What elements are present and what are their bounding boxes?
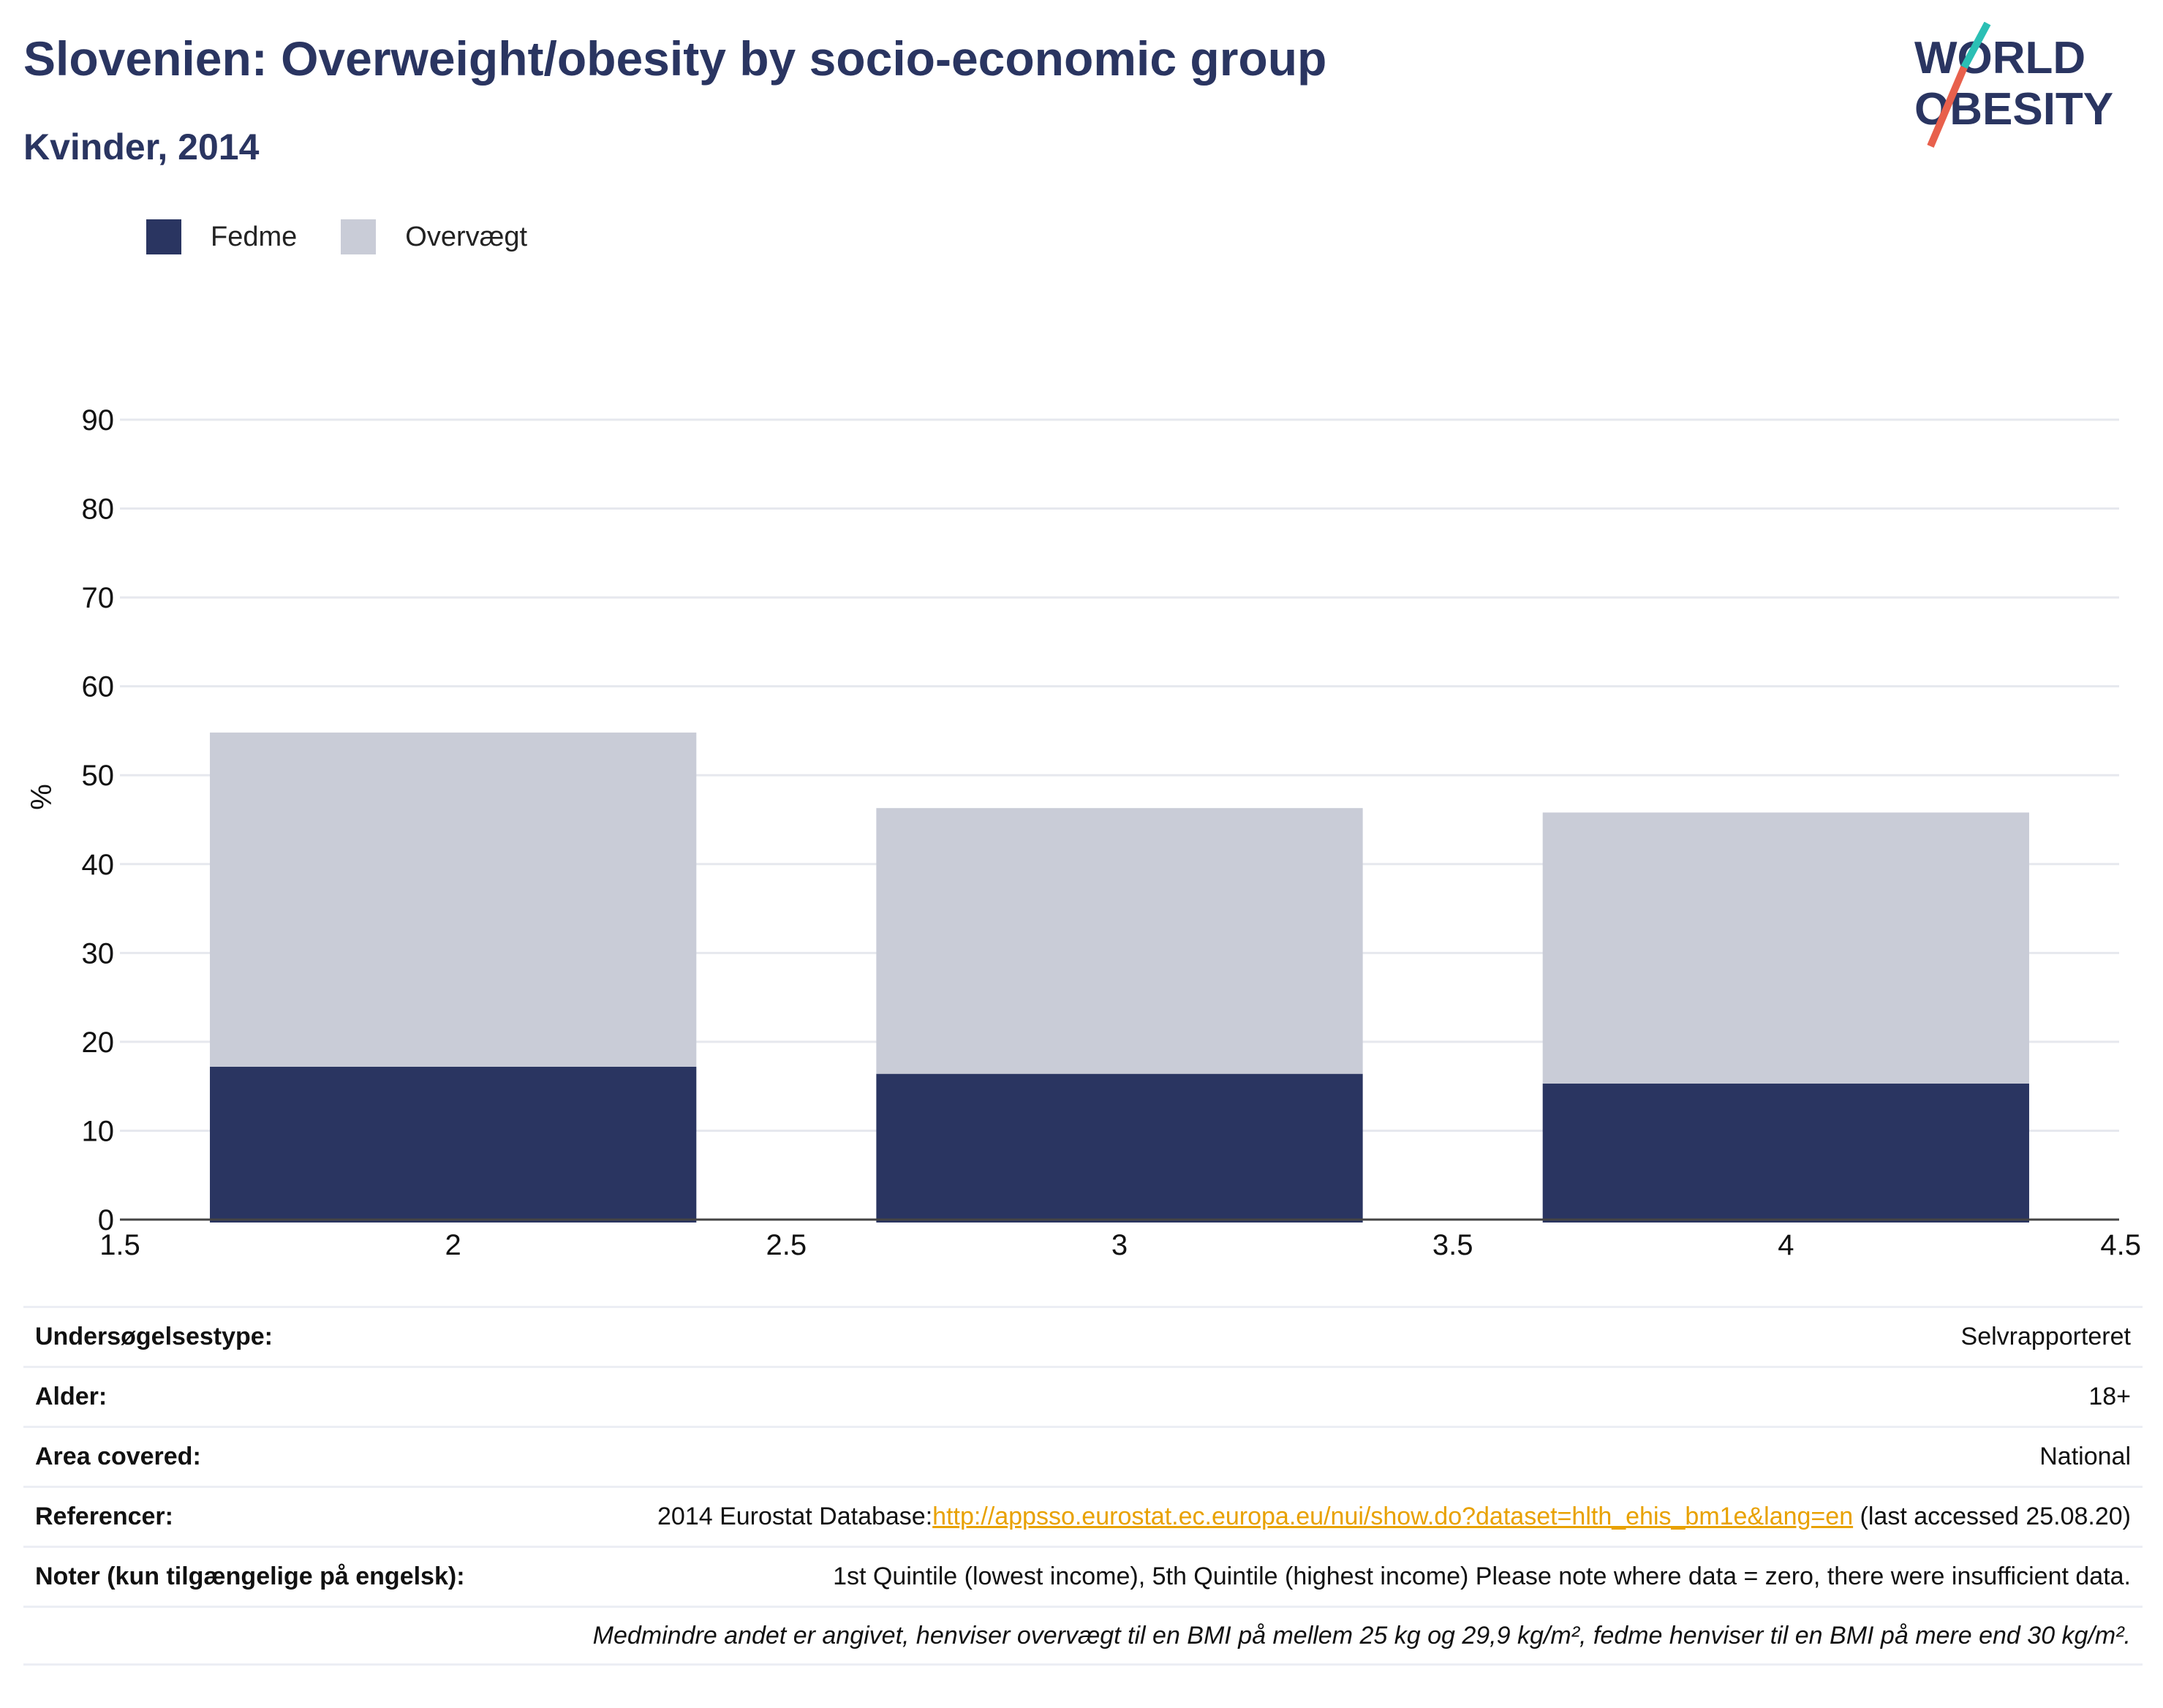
y-tick-label: 50 xyxy=(82,760,115,792)
references-label: Referencer: xyxy=(35,1503,173,1530)
info-row-references: Referencer: 2014 Eurostat Database:http:… xyxy=(23,1486,2143,1546)
y-tick-label: 20 xyxy=(82,1027,115,1059)
x-tick-label: 3 xyxy=(1111,1229,1128,1258)
info-table: Undersøgelsestype: Selvrapporteret Alder… xyxy=(23,1306,2143,1666)
bar-overvaegt[interactable] xyxy=(1542,812,2029,1084)
world-obesity-logo: WORLD OBESITY xyxy=(1914,22,2113,148)
logo-slash-teal xyxy=(1960,22,1991,69)
x-tick-label: 1.5 xyxy=(99,1229,140,1258)
chart-title: Slovenien: Overweight/obesity by socio-e… xyxy=(23,31,1327,86)
references-suffix: (last accessed 25.08.20) xyxy=(1853,1503,2131,1530)
x-tick-label: 3.5 xyxy=(1432,1229,1473,1258)
info-row-survey-type: Undersøgelsestype: Selvrapporteret xyxy=(23,1306,2143,1366)
notes-label: Noter (kun tilgængelige på engelsk): xyxy=(35,1562,465,1590)
bar-chart: 0 10 20 30 40 50 60 70 80 90 1.5 2 2.5 3 3.5 4 4.5 % xyxy=(26,404,2142,1258)
y-tick-label: 30 xyxy=(82,937,115,970)
bars xyxy=(210,732,2029,1223)
references-prefix: 2014 Eurostat Database: xyxy=(657,1503,933,1530)
info-row-area: Area covered: National xyxy=(23,1426,2143,1486)
info-row-notes: Noter (kun tilgængelige på engelsk): 1st… xyxy=(23,1546,2143,1606)
info-row-footnote: Medmindre andet er angivet, henviser ove… xyxy=(23,1606,2143,1666)
bar-fedme[interactable] xyxy=(876,1073,1363,1223)
survey-type-label: Undersøgelsestype: xyxy=(35,1323,273,1350)
bar-fedme[interactable] xyxy=(1542,1084,2029,1223)
logo-line1: WORLD xyxy=(1914,33,2085,83)
y-axis-label: % xyxy=(26,784,58,810)
x-tick-label: 2 xyxy=(445,1229,461,1258)
chart-legend: Fedme Overvægt xyxy=(146,216,571,257)
logo-slash-red xyxy=(1927,66,1968,148)
footnote-text: Medmindre andet er angivet, henviser ove… xyxy=(592,1621,2131,1650)
chart-subtitle: Kvinder, 2014 xyxy=(23,126,260,167)
bar-overvaegt[interactable] xyxy=(876,808,1363,1074)
x-tick-label: 4.5 xyxy=(2100,1229,2141,1258)
y-tick-label: 40 xyxy=(82,849,115,881)
bar-overvaegt[interactable] xyxy=(210,732,697,1067)
y-tick-label: 10 xyxy=(82,1115,115,1147)
legend-item-fedme[interactable]: Fedme xyxy=(146,219,297,254)
y-tick-label: 80 xyxy=(82,494,115,526)
y-tick-label: 90 xyxy=(82,404,115,437)
area-value: National xyxy=(2039,1443,2131,1470)
legend-swatch-fedme xyxy=(146,219,181,254)
legend-swatch-overvaegt xyxy=(341,219,377,254)
y-tick-label: 0 xyxy=(98,1204,114,1236)
info-row-age: Alder: 18+ xyxy=(23,1366,2143,1426)
y-tick-label: 60 xyxy=(82,671,115,703)
survey-type-value: Selvrapporteret xyxy=(1960,1323,2131,1350)
axes: 0 10 20 30 40 50 60 70 80 90 1.5 2 2.5 3 3.5 4 4.5 xyxy=(82,404,2142,1258)
legend-label-fedme: Fedme xyxy=(211,221,298,252)
bar-fedme[interactable] xyxy=(210,1066,697,1223)
legend-label-overvaegt: Overvægt xyxy=(405,221,528,252)
area-label: Area covered: xyxy=(35,1443,201,1470)
references-link[interactable]: http://appsso.eurostat.ec.europa.eu/nui/… xyxy=(932,1503,1854,1530)
y-tick-label: 70 xyxy=(82,582,115,614)
x-tick-label: 2.5 xyxy=(766,1229,807,1258)
notes-value: 1st Quintile (lowest income), 5th Quinti… xyxy=(833,1562,2131,1590)
age-value: 18+ xyxy=(2088,1383,2131,1410)
x-tick-label: 4 xyxy=(1778,1229,1794,1258)
age-label: Alder: xyxy=(35,1383,107,1410)
references-value: 2014 Eurostat Database:http://appsso.eur… xyxy=(657,1503,2131,1531)
legend-item-overvaegt[interactable]: Overvægt xyxy=(341,219,527,254)
